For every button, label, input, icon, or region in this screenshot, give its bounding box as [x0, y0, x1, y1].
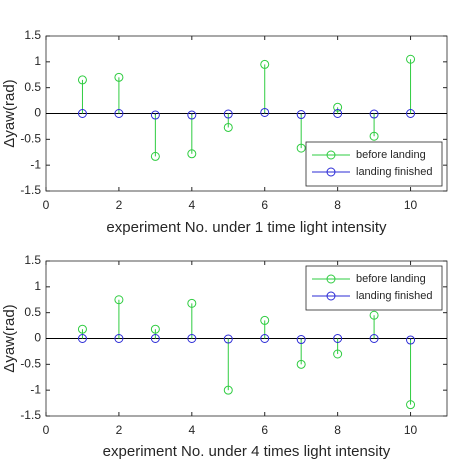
- x-tick-label: 6: [261, 423, 268, 437]
- legend-marker: [326, 291, 336, 301]
- x-tick-label: 2: [116, 423, 123, 437]
- x-axis-label: experiment No. under 1 time light intens…: [106, 219, 387, 236]
- x-tick-label: 10: [404, 198, 418, 212]
- stem-marker: [260, 59, 270, 69]
- legend-marker: [326, 274, 336, 284]
- stem-marker: [114, 334, 124, 343]
- stem-marker: [333, 109, 343, 118]
- stem-marker: [333, 349, 343, 359]
- stem-marker: [296, 335, 306, 345]
- stem-marker: [223, 122, 233, 132]
- y-axis-label: Δyaw(rad): [1, 304, 18, 372]
- x-tick-label: 0: [43, 423, 50, 437]
- stem-marker: [187, 110, 197, 120]
- stem-marker: [77, 334, 87, 343]
- y-tick-label: -0.5: [20, 132, 41, 146]
- x-tick-label: 2: [116, 198, 123, 212]
- x-axis-label: experiment No. under 4 times light inten…: [103, 443, 391, 460]
- stem-marker: [296, 110, 306, 120]
- legend-box: [305, 265, 443, 311]
- stem-marker: [296, 359, 306, 369]
- stem-marker: [333, 334, 343, 343]
- y-tick-label: 1.5: [24, 28, 41, 42]
- stem-marker: [223, 334, 233, 344]
- y-tick-label: 1: [34, 279, 41, 293]
- stem-marker: [150, 110, 160, 120]
- x-tick-label: 8: [334, 198, 341, 212]
- y-tick-label: -0.5: [20, 357, 41, 371]
- legend-label: before landing: [356, 273, 426, 285]
- x-tick-label: 4: [188, 423, 195, 437]
- stem-marker: [77, 324, 87, 334]
- stem-marker: [333, 102, 343, 112]
- y-tick-label: 0: [34, 106, 41, 120]
- stem-marker: [406, 335, 416, 345]
- stem-marker: [406, 109, 416, 118]
- stem-marker: [187, 334, 197, 343]
- y-tick-label: 0.5: [24, 80, 41, 94]
- stem-marker: [260, 107, 270, 117]
- x-tick-label: 6: [261, 198, 268, 212]
- x-tick-label: 10: [404, 423, 418, 437]
- legend-label: landing finished: [356, 290, 432, 302]
- stem-marker: [406, 54, 416, 64]
- x-tick-label: 8: [334, 423, 341, 437]
- stem-marker: [150, 334, 160, 343]
- stem-marker: [369, 109, 379, 119]
- stem-marker: [296, 143, 306, 153]
- stem-marker: [260, 334, 270, 343]
- y-tick-label: 0: [34, 331, 41, 345]
- stem-marker: [187, 298, 197, 308]
- x-tick-label: 0: [43, 198, 50, 212]
- stem-marker: [369, 131, 379, 141]
- stem-marker: [369, 334, 379, 343]
- y-tick-label: 1.5: [24, 253, 41, 267]
- y-tick-label: -1: [30, 157, 41, 171]
- stem-marker: [150, 324, 160, 334]
- stem-marker: [369, 310, 379, 320]
- y-tick-label: -1: [30, 382, 41, 396]
- stem-marker: [77, 109, 87, 118]
- stem-marker: [260, 315, 270, 325]
- stem-marker: [223, 385, 233, 395]
- x-tick-label: 4: [188, 198, 195, 212]
- stem-marker: [223, 109, 233, 119]
- y-tick-label: 0.5: [24, 305, 41, 319]
- stem-marker: [77, 75, 87, 85]
- stem-marker: [187, 149, 197, 159]
- legend-marker: [326, 167, 336, 177]
- stem-marker: [150, 151, 160, 161]
- legend-marker: [326, 150, 336, 160]
- y-tick-label: 1: [34, 54, 41, 68]
- stem-marker: [114, 109, 124, 118]
- y-axis-label: Δyaw(rad): [1, 79, 18, 147]
- stem-marker: [406, 400, 416, 410]
- y-tick-label: -1.5: [20, 408, 41, 422]
- stem-marker: [114, 295, 124, 305]
- stem-marker: [114, 72, 124, 82]
- legend-box: [305, 141, 443, 187]
- legend-label: before landing: [356, 149, 426, 161]
- legend-label: landing finished: [356, 166, 432, 178]
- y-tick-label: -1.5: [20, 183, 41, 197]
